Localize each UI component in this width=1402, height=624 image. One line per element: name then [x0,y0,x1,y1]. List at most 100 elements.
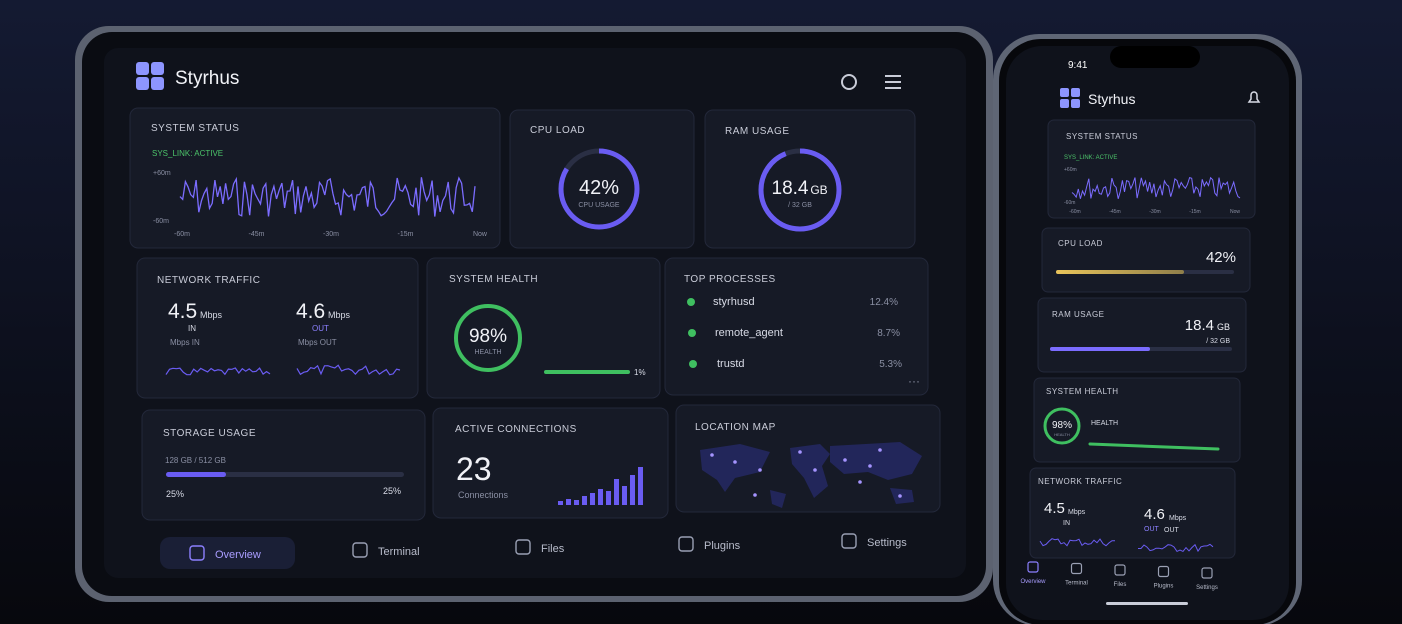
nav-label[interactable]: Plugins [1154,584,1174,590]
sparkline [1071,176,1241,199]
card-title: NETWORK TRAFFIC [1038,477,1122,486]
brand: Styrhus [175,68,239,89]
nav-label[interactable]: Terminal [1065,581,1088,587]
bar-graphic [558,467,643,505]
x-labels: -60m -45m -30m -15m Now [1069,209,1240,215]
metric-unit: Mbps [1169,515,1187,522]
more-icon[interactable]: ··· [908,374,920,388]
status-dot [687,298,695,306]
card-title: TOP PROCESSES [684,274,776,285]
nav-icon[interactable] [189,545,205,561]
card [136,257,419,399]
metric-caption: OUT [1164,527,1180,534]
nav-icon[interactable] [1157,565,1170,578]
x-tick-label: -30m [1149,209,1160,215]
card [509,109,695,249]
nav-label[interactable]: Files [1114,582,1127,588]
progress-fill [166,472,226,477]
nav-icon[interactable] [1070,562,1083,575]
card-title: SYSTEM HEALTH [1046,387,1119,396]
metric-label: OUT [312,324,329,333]
connections-value: 23 [456,451,492,487]
axis-label: +60m [1064,167,1077,173]
x-tick-label: -15m [398,231,414,238]
nav-label[interactable]: Overview [1020,579,1046,585]
sparkline [1039,538,1115,547]
metric-label: IN [1063,520,1070,527]
metric-caption: / 32 GB [1206,338,1230,345]
map-dot [813,468,817,472]
card [664,257,929,396]
metric-value: 4.5 [168,300,197,323]
nav-icon[interactable] [515,539,531,555]
metric-value: 18.4 [1185,317,1214,334]
nav-icon[interactable] [678,536,694,552]
progress-label: 25% [166,489,184,499]
phone-nav: Overview Terminal Files Plugins Settings [1020,561,1218,591]
x-tick-label: Now [473,231,488,238]
ring [454,304,522,372]
nav-label[interactable]: Overview [215,549,261,561]
nav-icon[interactable] [352,542,368,558]
card-title: RAM USAGE [1052,310,1105,319]
home-indicator [1106,602,1188,605]
card [1029,467,1236,559]
metric-value: 42% [1206,249,1236,266]
x-tick-label: Now [1230,209,1240,215]
bar-shape [582,496,587,505]
sparkline [179,176,476,217]
storage-amount: 128 GB / 512 GB [165,456,226,465]
card [426,257,661,399]
process-name: trustd [717,358,745,370]
nav-icon[interactable] [841,533,857,549]
settings-icon[interactable] [841,74,857,90]
x-labels: -60m -45m -30m -15m Now [174,231,488,238]
card [1041,227,1251,293]
status-link: SYS_LINK: ACTIVE [1064,155,1117,161]
bar-label: 1% [634,368,646,377]
nav-icon[interactable] [1027,561,1039,573]
card [141,409,426,521]
map-dot [758,468,762,472]
bell-icon[interactable] [1247,91,1261,103]
x-tick-label: -60m [174,231,190,238]
card [1033,377,1241,463]
nav-label[interactable]: Settings [867,537,907,549]
ring [1043,407,1081,445]
card-title: RAM USAGE [725,126,790,137]
brand: Styrhus [1088,91,1135,107]
card [1037,297,1247,373]
menu-icon[interactable] [885,75,901,89]
gauge-caption: HEALTH [474,349,501,356]
card-title: SYSTEM HEALTH [449,274,538,285]
nav-label[interactable]: Terminal [378,546,420,558]
nav-label[interactable]: Files [541,543,565,555]
bar-shape [590,493,595,505]
gauge-caption: HEALTH [1054,432,1070,437]
health-bar [1088,442,1220,451]
gauge-caption: / 32 GB [788,202,812,209]
nav-icon[interactable] [1201,567,1213,579]
metric-unit: Mbps [328,310,351,320]
sparkline [296,364,401,376]
metric-unit: GB [1217,322,1230,332]
nav-label[interactable]: Plugins [704,540,741,552]
world-map [700,442,922,508]
status-dot [689,360,697,368]
map-dot [798,450,802,454]
nav-label[interactable]: Settings [1196,585,1218,591]
map-dot [843,458,847,462]
axis-label: +60m [153,170,171,177]
progress-label: 25% [383,486,401,496]
card-title: NETWORK TRAFFIC [157,275,260,286]
bar-shape [566,499,571,505]
metric-label: IN [188,324,196,333]
phone-logo [1060,88,1080,108]
map-dots [710,448,902,498]
x-tick-label: -15m [1189,209,1200,215]
nav-icon[interactable] [1114,564,1126,576]
x-tick-label: -60m [1069,209,1080,215]
gauge-value: 42% [579,177,619,199]
tablet-logo [136,62,164,90]
